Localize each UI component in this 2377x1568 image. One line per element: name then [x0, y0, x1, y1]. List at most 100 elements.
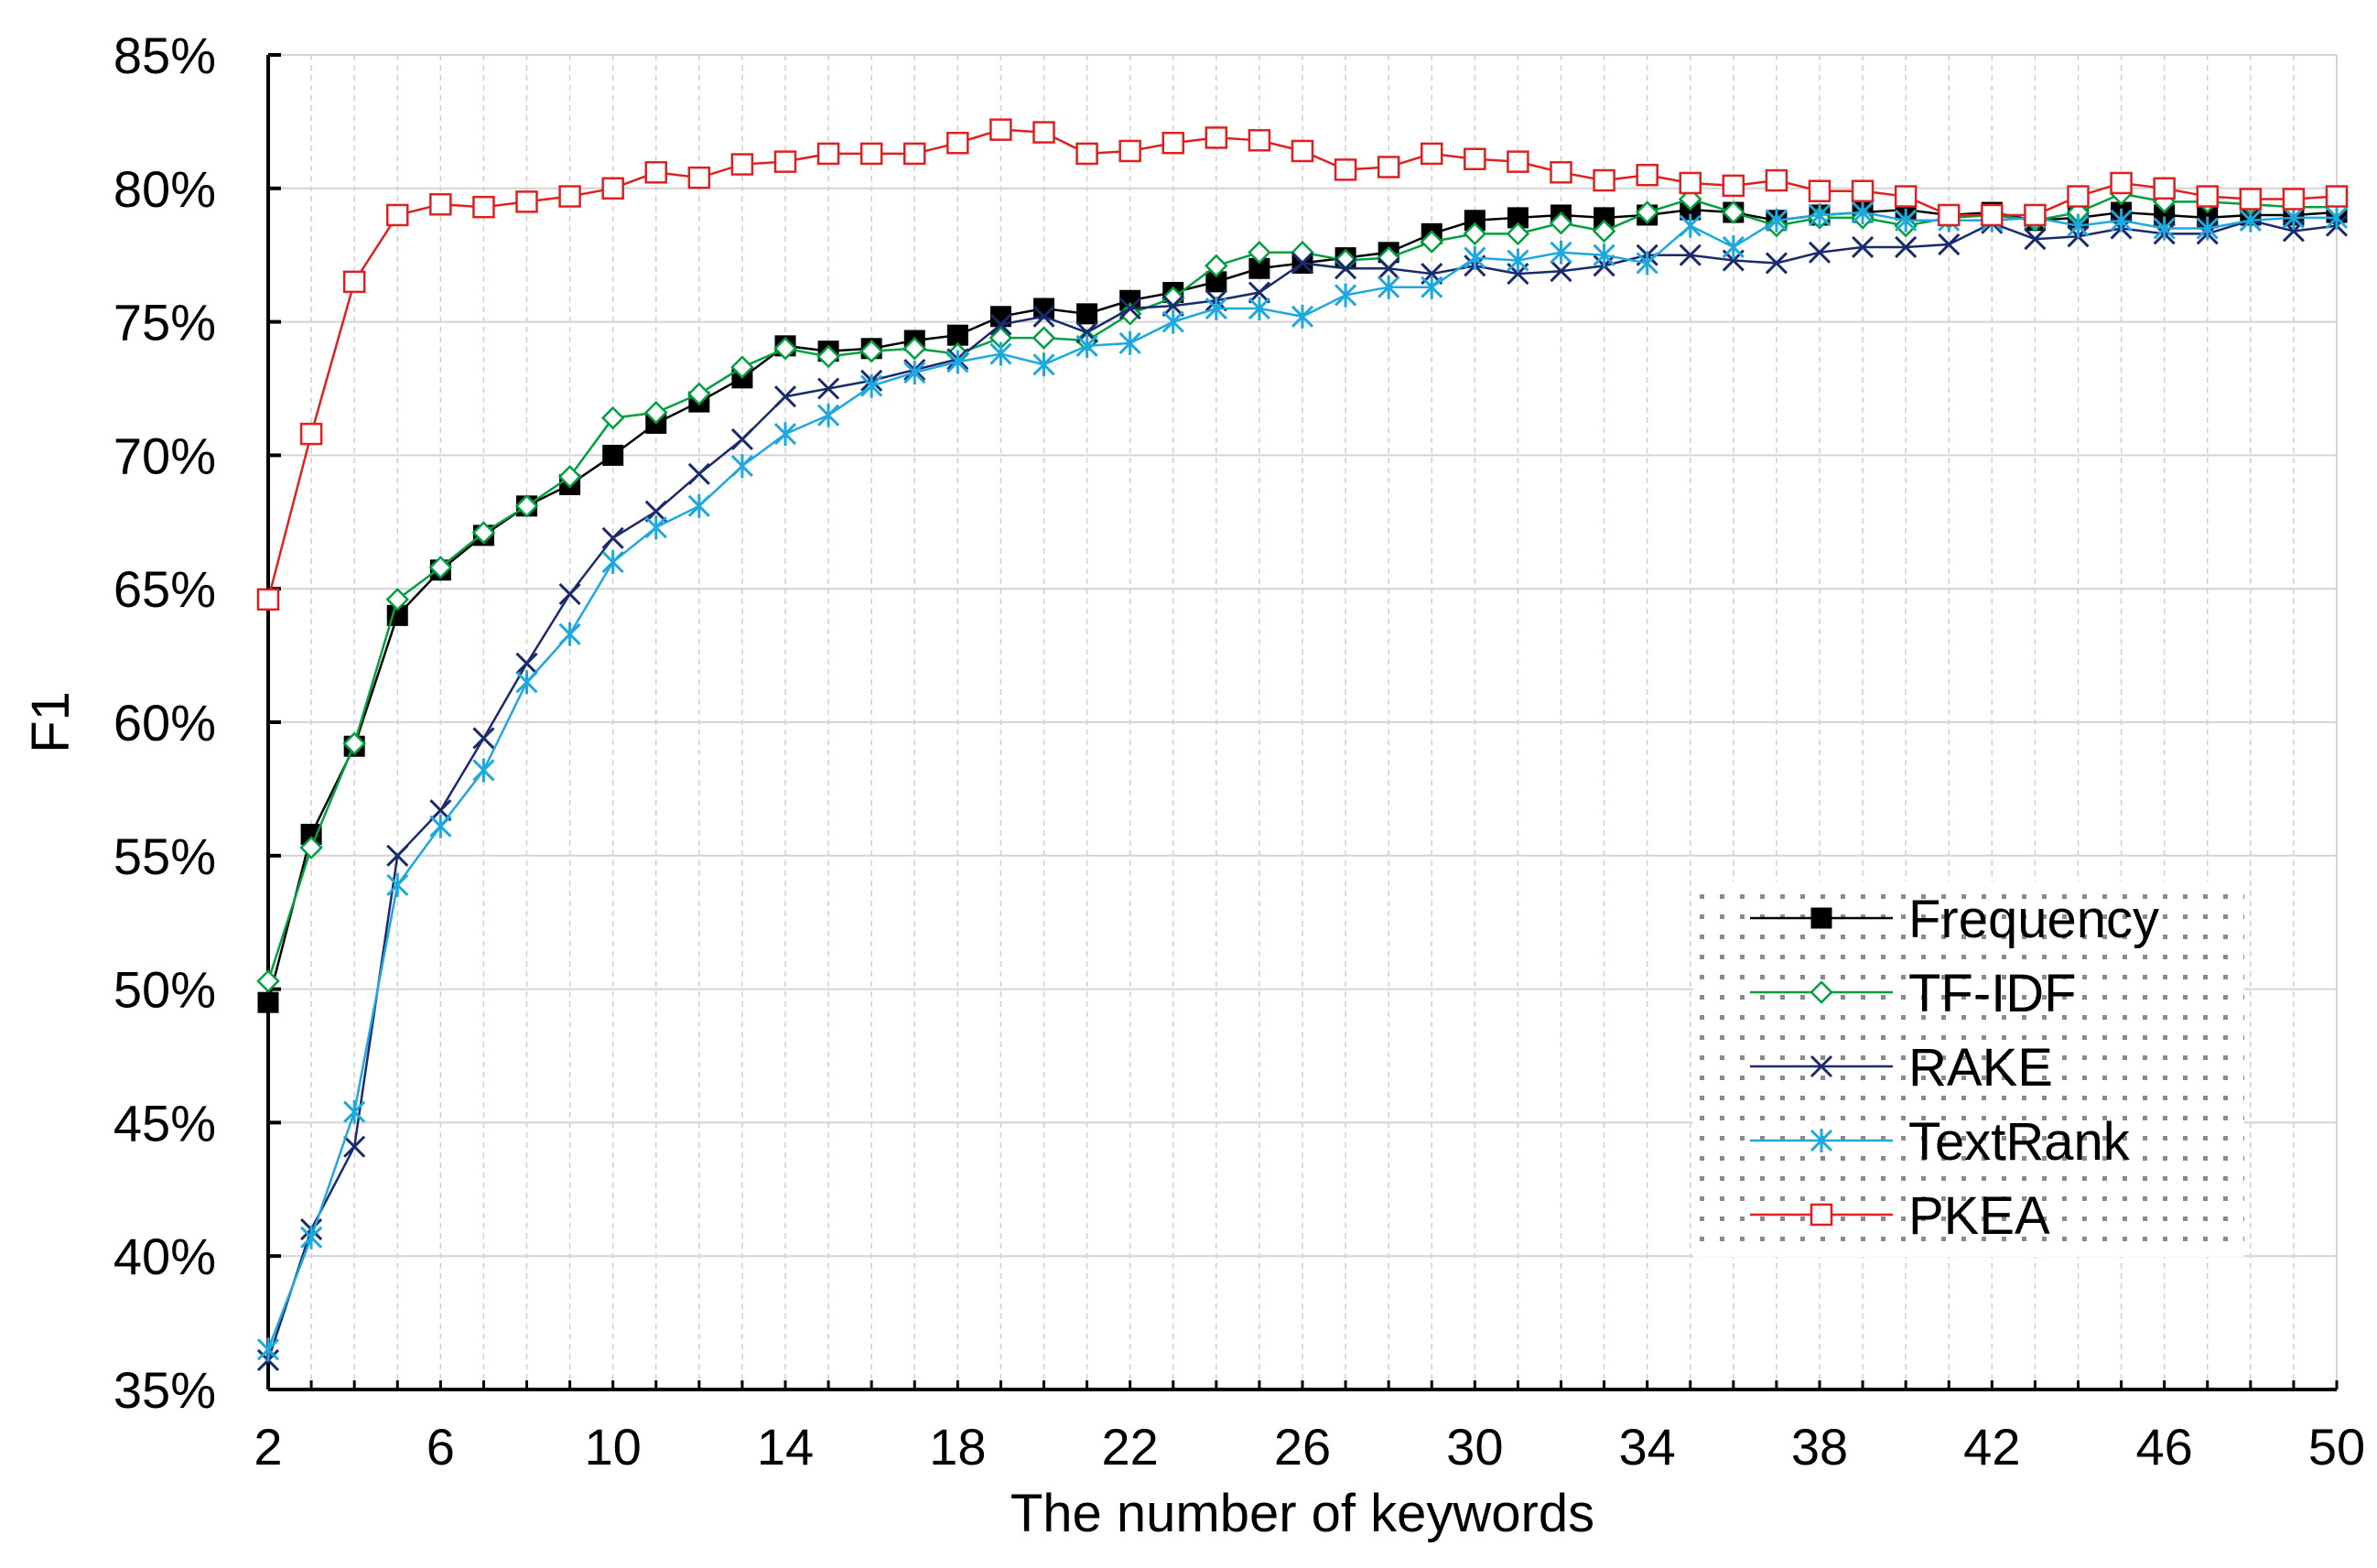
data-point-textrank: [1032, 352, 1055, 377]
legend-item-frequency: Frequency: [1750, 890, 2159, 949]
data-point-tf-idf: [1205, 254, 1228, 278]
x-tick-label: 6: [427, 1418, 455, 1476]
data-point-pkea: [1334, 158, 1357, 181]
data-point-pkea: [1032, 121, 1055, 144]
data-point-pkea: [946, 131, 969, 155]
x-tick-label: 50: [2308, 1418, 2365, 1476]
data-point-rake: [1118, 297, 1141, 320]
data-point-pkea: [2282, 188, 2306, 211]
data-point-rake: [773, 385, 797, 408]
data-point-pkea: [2024, 203, 2047, 227]
data-point-rake: [1248, 281, 1270, 304]
data-point-textrank: [1895, 208, 1918, 232]
data-point-textrank: [472, 758, 495, 783]
x-axis-title: The number of keywords: [1010, 1484, 1594, 1543]
data-point-frequency: [257, 991, 279, 1013]
data-point-frequency: [1076, 303, 1098, 325]
y-tick-label: 60%: [113, 694, 216, 752]
data-point-tf-idf: [773, 336, 797, 361]
axes: 35%40%45%50%55%60%65%70%75%80%85%2 6 10 14 1…: [113, 27, 2365, 1476]
data-point-textrank: [1118, 330, 1141, 355]
legend-marker: [1810, 1203, 1833, 1227]
data-point-rake: [515, 652, 538, 675]
data-point-textrank: [1248, 297, 1270, 321]
x-tick-label: 2: [254, 1418, 282, 1476]
x-tick-label: 38: [1791, 1418, 1848, 1476]
data-point-tf-idf: [428, 556, 453, 579]
data-point-tf-idf: [600, 406, 625, 430]
x-tick-label: 26: [1274, 1418, 1331, 1476]
data-point-tf-idf: [1334, 248, 1357, 273]
data-point-pkea: [2110, 171, 2133, 195]
data-point-tf-idf: [902, 336, 927, 361]
data-point-pkea: [2196, 185, 2219, 208]
data-point-pkea: [2153, 177, 2176, 200]
data-point-rake: [1161, 295, 1184, 318]
data-point-textrank: [1291, 304, 1314, 329]
y-tick-label: 75%: [113, 294, 216, 351]
x-tick-label: 18: [929, 1418, 986, 1476]
data-point-textrank: [1852, 200, 1875, 225]
data-point-textrank: [1636, 251, 1658, 276]
data-point-pkea: [687, 166, 711, 189]
data-point-textrank: [903, 361, 926, 385]
legend-label: RAKE: [1908, 1038, 2053, 1098]
data-point-textrank: [2196, 216, 2219, 241]
data-point-textrank: [1722, 234, 1745, 259]
data-point-tf-idf: [1592, 219, 1616, 243]
data-point-tf-idf: [1161, 286, 1185, 310]
data-point-textrank: [515, 670, 538, 695]
legend-item-rake: RAKE: [1750, 1038, 2053, 1098]
data-point-pkea: [730, 153, 754, 176]
legend-item-textrank: TextRank: [1750, 1112, 2131, 1172]
series-layer: [256, 118, 2349, 1371]
data-point-textrank: [773, 422, 797, 447]
data-point-pkea: [601, 177, 624, 200]
data-point-pkea: [859, 142, 883, 166]
legend-marker: [1810, 907, 1832, 929]
data-point-pkea: [1118, 139, 1141, 163]
data-point-pkea: [1507, 150, 1529, 173]
data-point-pkea: [1938, 203, 1961, 227]
data-point-tf-idf: [471, 521, 496, 545]
data-point-rake: [1852, 235, 1875, 259]
data-point-pkea: [1464, 147, 1486, 170]
legend-dots: [1693, 881, 2244, 1257]
data-point-tf-idf: [1635, 200, 1659, 224]
data-point-frequency: [602, 444, 624, 466]
data-point-tf-idf: [1420, 230, 1444, 254]
data-point-tf-idf: [385, 588, 410, 611]
data-point-pkea: [1765, 168, 1788, 192]
data-point-textrank: [860, 373, 883, 398]
data-point-tf-idf: [514, 494, 539, 518]
data-point-rake: [644, 500, 667, 523]
data-point-textrank: [2067, 213, 2090, 238]
data-point-pkea: [816, 142, 840, 166]
y-tick-label: 80%: [113, 160, 216, 218]
data-point-tf-idf: [1118, 302, 1142, 326]
data-point-textrank: [989, 341, 1012, 366]
data-point-textrank: [386, 872, 409, 897]
data-point-textrank: [1161, 309, 1184, 334]
data-point-textrank: [1765, 208, 1788, 232]
data-point-rake: [343, 1135, 366, 1158]
series-pkea: [256, 118, 2349, 611]
y-axis-title: F1: [21, 691, 81, 753]
data-point-tf-idf: [1032, 326, 1056, 350]
data-point-rake: [989, 313, 1012, 336]
data-point-tf-idf: [342, 731, 366, 756]
data-point-textrank: [429, 814, 452, 838]
data-point-textrank: [1378, 275, 1400, 299]
data-point-pkea: [1851, 179, 1875, 202]
y-tick-label: 35%: [113, 1361, 216, 1419]
data-point-tf-idf: [1506, 222, 1530, 246]
data-point-pkea: [1894, 185, 1918, 208]
x-tick-label: 22: [1102, 1418, 1159, 1476]
data-point-pkea: [2067, 185, 2090, 208]
data-point-tf-idf: [1248, 241, 1271, 265]
data-point-pkea: [472, 195, 495, 219]
legend-marker: [1810, 1054, 1833, 1078]
x-tick-label: 10: [585, 1418, 642, 1476]
x-tick-label: 14: [757, 1418, 814, 1476]
x-tick-label: 42: [1963, 1418, 2020, 1476]
